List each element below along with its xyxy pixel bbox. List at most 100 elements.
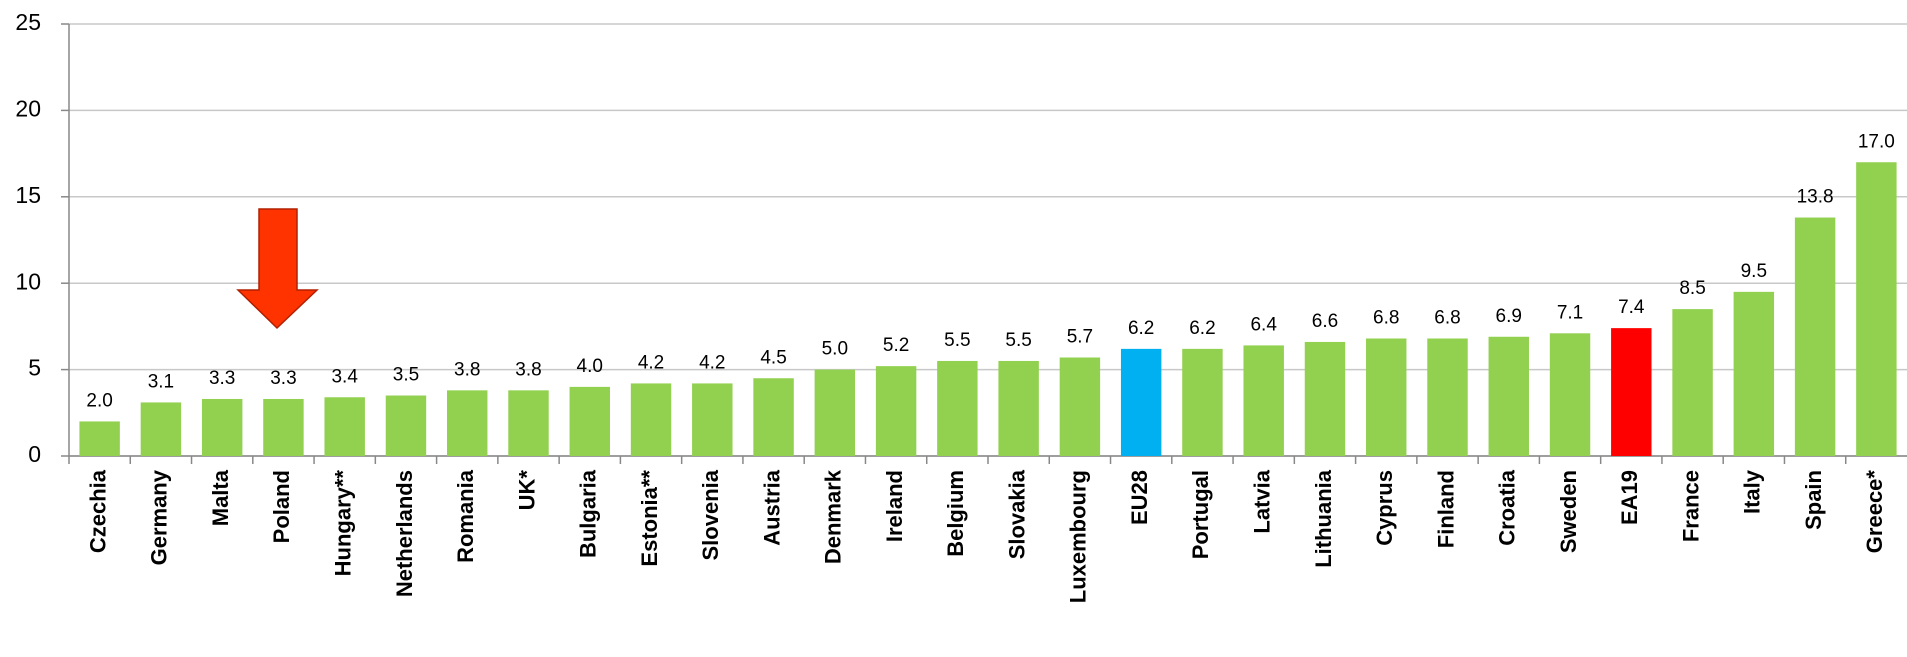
plot-area: 0 5 10 15 20 25 Czechia 2.0 Germany 3.1 Malta 3.3 Po… bbox=[15, 9, 1907, 603]
value-label: 5.5 bbox=[1005, 330, 1031, 351]
value-label: 6.2 bbox=[1189, 318, 1215, 339]
bar bbox=[201, 398, 243, 456]
bar bbox=[1059, 357, 1101, 456]
x-tick-label: Portugal bbox=[1188, 470, 1213, 559]
x-tick-label: Netherlands bbox=[392, 470, 417, 597]
x-tick-label: Greece* bbox=[1862, 470, 1887, 554]
x-tick-label: Czechia bbox=[85, 469, 110, 553]
bar bbox=[1856, 162, 1897, 457]
bar bbox=[385, 395, 427, 456]
y-tick-label: 10 bbox=[15, 268, 41, 294]
value-label: 6.8 bbox=[1373, 308, 1399, 329]
value-label: 3.5 bbox=[393, 365, 419, 386]
bar bbox=[814, 369, 856, 456]
x-tick-label: Luxembourg bbox=[1066, 470, 1091, 603]
bar bbox=[140, 402, 182, 456]
bar bbox=[875, 366, 917, 456]
x-tick-label: Bulgaria bbox=[576, 469, 601, 558]
value-label: 7.1 bbox=[1557, 302, 1583, 323]
bar bbox=[753, 378, 794, 456]
bar bbox=[1549, 333, 1591, 456]
x-tick-label: Lithuania bbox=[1311, 469, 1336, 568]
x-tick-label: Finland bbox=[1433, 470, 1458, 548]
value-label: 4.5 bbox=[760, 347, 786, 368]
value-label: 6.4 bbox=[1250, 314, 1277, 335]
x-tick-label: Italy bbox=[1740, 469, 1765, 514]
value-label: 7.4 bbox=[1618, 297, 1645, 318]
x-tick-label: Slovenia bbox=[698, 469, 723, 560]
x-tick-label: Latvia bbox=[1250, 469, 1275, 533]
value-label: 3.8 bbox=[515, 359, 541, 380]
x-tick-label: Germany bbox=[147, 469, 172, 565]
value-label: 17.0 bbox=[1858, 131, 1895, 152]
bar bbox=[508, 390, 549, 456]
bar bbox=[1120, 348, 1162, 456]
y-tick-label: 20 bbox=[15, 95, 41, 121]
x-tick-label: Belgium bbox=[943, 470, 968, 557]
bar bbox=[447, 390, 488, 456]
x-tick-label: UK* bbox=[514, 470, 539, 511]
bar bbox=[1672, 309, 1713, 456]
value-label: 5.0 bbox=[822, 339, 848, 360]
y-tick-label: 0 bbox=[28, 441, 41, 467]
x-tick-label: Denmark bbox=[821, 469, 846, 564]
value-label: 8.5 bbox=[1679, 278, 1705, 299]
bar bbox=[569, 386, 610, 456]
bar bbox=[1304, 341, 1346, 456]
x-tick-label: Ireland bbox=[882, 470, 907, 542]
bar bbox=[1794, 217, 1836, 456]
value-label: 3.3 bbox=[209, 368, 235, 389]
bar bbox=[1427, 338, 1468, 456]
value-label: 6.8 bbox=[1434, 308, 1460, 329]
value-label: 3.4 bbox=[331, 366, 358, 387]
bar bbox=[1488, 336, 1529, 456]
x-tick-label: Cyprus bbox=[1372, 470, 1397, 546]
x-tick-label: Romania bbox=[453, 469, 478, 563]
value-label: 3.1 bbox=[148, 371, 174, 392]
value-label: 3.8 bbox=[454, 359, 480, 380]
bar bbox=[1243, 345, 1284, 456]
x-tick-label: Sweden bbox=[1556, 470, 1581, 553]
x-tick-label: Hungary** bbox=[331, 470, 356, 577]
x-tick-label: Poland bbox=[269, 470, 294, 543]
bar bbox=[998, 360, 1039, 456]
y-tick-label: 25 bbox=[15, 9, 41, 35]
x-tick-label: Spain bbox=[1801, 470, 1826, 530]
bar bbox=[1182, 348, 1223, 456]
x-tick-label: Croatia bbox=[1495, 469, 1520, 546]
bar bbox=[324, 397, 365, 456]
y-tick-label: 5 bbox=[28, 355, 41, 381]
y-tick-label: 15 bbox=[15, 182, 41, 208]
x-tick-label: France bbox=[1678, 470, 1703, 542]
value-label: 3.3 bbox=[270, 368, 296, 389]
value-label: 4.0 bbox=[577, 356, 603, 377]
value-label: 9.5 bbox=[1741, 261, 1767, 282]
x-tick-label: Malta bbox=[208, 469, 233, 526]
bar bbox=[79, 421, 120, 456]
x-tick-label: EA19 bbox=[1617, 470, 1642, 525]
bar bbox=[630, 383, 672, 456]
x-tick-label: Estonia** bbox=[637, 470, 662, 567]
value-label: 4.2 bbox=[699, 352, 725, 373]
value-label: 5.2 bbox=[883, 335, 909, 356]
bar bbox=[692, 383, 733, 456]
value-label: 5.5 bbox=[944, 330, 970, 351]
value-label: 6.9 bbox=[1496, 306, 1522, 327]
value-label: 13.8 bbox=[1797, 187, 1834, 208]
x-tick-label: Austria bbox=[759, 469, 784, 546]
bar bbox=[263, 398, 304, 456]
value-label: 2.0 bbox=[86, 390, 112, 411]
value-label: 6.2 bbox=[1128, 318, 1154, 339]
bar bbox=[1611, 328, 1652, 456]
x-tick-label: Slovakia bbox=[1004, 469, 1029, 559]
value-label: 4.2 bbox=[638, 352, 664, 373]
x-tick-label: EU28 bbox=[1127, 470, 1152, 525]
bar bbox=[1366, 338, 1407, 456]
bar bbox=[937, 360, 978, 456]
value-label: 5.7 bbox=[1067, 327, 1093, 348]
bar bbox=[1733, 291, 1775, 456]
pointer-arrow bbox=[236, 208, 319, 330]
value-label: 6.6 bbox=[1312, 311, 1338, 332]
